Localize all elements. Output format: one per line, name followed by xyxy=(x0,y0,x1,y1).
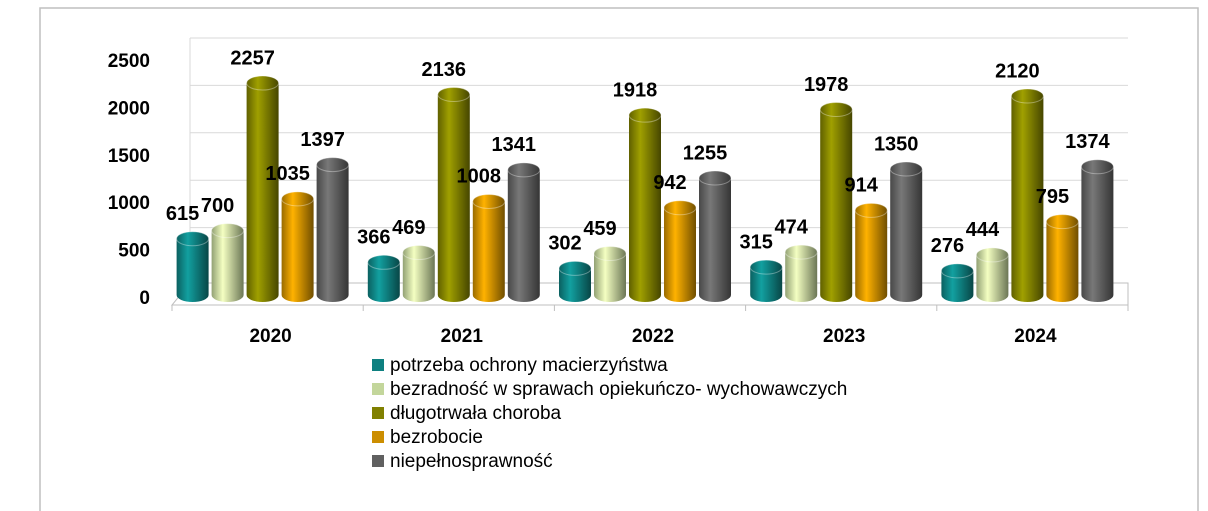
bar-top xyxy=(316,157,350,173)
legend-label: bezrobocie xyxy=(390,427,483,448)
bar-top xyxy=(975,247,1009,263)
y-tick-label: 0 xyxy=(139,288,150,309)
legend-swatch xyxy=(372,407,384,419)
legend-label: potrzeba ochrony macierzyństwa xyxy=(390,355,668,376)
bar-top xyxy=(784,244,818,260)
bar xyxy=(629,115,661,302)
bar xyxy=(976,254,1009,303)
y-tick-label: 500 xyxy=(118,241,150,262)
bar-top xyxy=(698,170,732,186)
bar-top xyxy=(854,202,888,218)
y-tick-label: 2500 xyxy=(108,51,150,72)
legend-swatch xyxy=(372,359,384,371)
bar xyxy=(820,109,853,303)
value-label: 315 xyxy=(740,231,773,253)
value-label: 615 xyxy=(166,203,199,225)
value-label: 302 xyxy=(548,233,581,255)
bar-top xyxy=(1045,214,1079,230)
bar xyxy=(281,198,314,303)
bar-top xyxy=(211,223,245,239)
value-label: 942 xyxy=(653,172,686,194)
bar-top xyxy=(749,259,783,275)
bar-top xyxy=(593,245,627,261)
bar xyxy=(211,230,244,303)
value-label: 700 xyxy=(201,195,234,217)
bar-top xyxy=(940,263,974,279)
value-label: 914 xyxy=(845,175,879,197)
bar xyxy=(437,94,470,303)
value-label: 2120 xyxy=(995,60,1040,82)
value-label: 2257 xyxy=(230,47,275,69)
bar xyxy=(402,252,435,303)
bar xyxy=(1011,96,1044,303)
y-tick-label: 1000 xyxy=(108,193,150,214)
bar-top xyxy=(1080,159,1114,175)
value-label: 276 xyxy=(931,235,964,257)
value-label: 1255 xyxy=(683,142,728,164)
bar-top xyxy=(1010,88,1044,104)
bar xyxy=(176,238,209,303)
bar-top xyxy=(889,161,923,177)
x-tick-label: 2022 xyxy=(632,326,674,347)
bar-top xyxy=(367,254,401,270)
x-tick-label: 2023 xyxy=(823,326,865,347)
bar xyxy=(1046,221,1079,303)
bar xyxy=(664,207,696,302)
bar-top xyxy=(437,87,471,103)
bar-top xyxy=(663,200,697,216)
bar-top xyxy=(507,162,541,178)
bar xyxy=(750,267,783,303)
bar-top xyxy=(628,107,662,123)
value-label: 474 xyxy=(775,216,809,238)
bar xyxy=(890,169,923,303)
legend-label: bezradność w sprawach opiekuńczo- wychow… xyxy=(390,379,847,400)
legend-swatch xyxy=(372,431,384,443)
x-tick-label: 2021 xyxy=(441,326,484,347)
bar-top xyxy=(819,101,853,117)
bar-top xyxy=(246,75,280,91)
value-label: 1350 xyxy=(874,133,919,155)
bar-top xyxy=(472,193,506,209)
bar xyxy=(507,169,540,303)
value-label: 2136 xyxy=(422,59,467,81)
bar xyxy=(785,252,818,303)
bar xyxy=(1081,166,1114,303)
legend-label: niepełnosprawność xyxy=(390,451,553,472)
bar xyxy=(855,210,888,303)
bar xyxy=(594,253,626,302)
value-label: 1341 xyxy=(492,134,537,156)
value-label: 1918 xyxy=(613,79,658,101)
bar xyxy=(699,178,731,302)
value-label: 1008 xyxy=(457,166,502,188)
bar xyxy=(941,270,974,303)
bar-top xyxy=(558,260,592,276)
value-label: 1035 xyxy=(265,163,310,185)
value-label: 366 xyxy=(357,227,390,249)
bar xyxy=(559,268,591,302)
value-label: 795 xyxy=(1036,186,1069,208)
y-tick-label: 2000 xyxy=(108,98,150,119)
value-label: 1374 xyxy=(1065,131,1110,153)
bar xyxy=(246,83,279,303)
bar xyxy=(367,262,400,303)
value-label: 1397 xyxy=(300,129,345,151)
value-label: 459 xyxy=(583,218,616,240)
bar-top xyxy=(402,245,436,261)
bar-top xyxy=(281,191,315,207)
x-tick-label: 2024 xyxy=(1014,326,1057,347)
bar-top xyxy=(176,231,210,247)
legend-swatch xyxy=(372,455,384,467)
legend-swatch xyxy=(372,383,384,395)
legend-label: długotrwała choroba xyxy=(390,403,562,424)
x-tick-label: 2020 xyxy=(249,326,291,347)
value-label: 444 xyxy=(966,219,1000,241)
bar xyxy=(472,201,505,303)
bar xyxy=(316,164,349,303)
y-tick-label: 1500 xyxy=(108,146,150,167)
value-label: 1978 xyxy=(804,74,849,96)
value-label: 469 xyxy=(392,217,425,239)
